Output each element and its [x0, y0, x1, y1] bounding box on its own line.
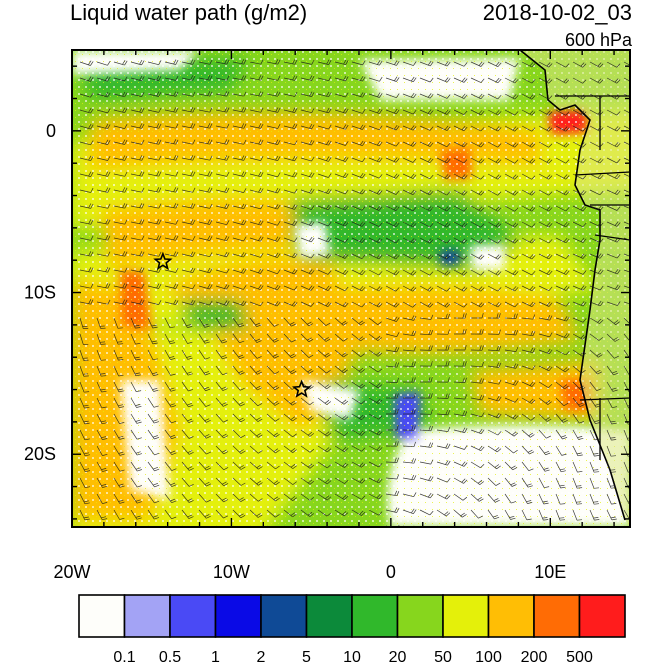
colorbar-swatch	[305, 594, 353, 638]
colorbar-swatch	[487, 594, 535, 638]
colorbar-swatch	[396, 594, 444, 638]
colorbar-label: 20	[389, 649, 407, 666]
colorbar-swatch	[351, 594, 399, 638]
timestamp-label: 2018-10-02_03	[482, 0, 632, 25]
colorbar-label: 0.1	[113, 649, 135, 666]
colorbar-label: 50	[434, 649, 452, 666]
x-tick-label: 20W	[53, 562, 90, 582]
star-marker	[153, 251, 173, 271]
pressure-level-label: 600 hPa	[564, 30, 632, 50]
colorbar-label: 1	[211, 649, 220, 666]
colorbar	[78, 594, 626, 638]
lwp-field	[72, 50, 630, 527]
wind-barbs	[79, 59, 630, 527]
plot-title: Liquid water path (g/m2)	[70, 0, 308, 25]
colorbar-swatch	[533, 594, 581, 638]
colorbar-labels: 0.1 0.5 1 2 5 10 20 50 100 200 500	[113, 649, 593, 666]
x-axis-labels: 20W 10W 0 10E	[53, 562, 566, 582]
colorbar-swatch	[169, 594, 217, 638]
x-tick-label: 10W	[213, 562, 250, 582]
colorbar-label: 100	[475, 649, 502, 666]
colorbar-label: 10	[343, 649, 361, 666]
colorbar-swatch	[260, 594, 308, 638]
colorbar-swatch	[442, 594, 490, 638]
y-axis-labels: 0 10S 20S	[24, 121, 56, 464]
colorbar-swatch	[123, 594, 171, 638]
colorbar-swatch	[78, 594, 126, 638]
y-tick-label: 10S	[24, 283, 56, 303]
colorbar-swatch	[578, 594, 626, 638]
colorbar-label: 5	[302, 649, 311, 666]
colorbar-label: 500	[566, 649, 593, 666]
barb-glyphs	[79, 59, 630, 527]
colorbar-swatch	[214, 594, 262, 638]
x-tick-label: 0	[386, 562, 396, 582]
map-frame	[71, 49, 631, 528]
y-tick-label: 0	[46, 121, 56, 141]
africa-coastline	[520, 50, 630, 527]
colorbar-label: 2	[257, 649, 266, 666]
colorbar-label: 200	[521, 649, 548, 666]
y-tick-label: 20S	[24, 444, 56, 464]
star-marker	[291, 379, 312, 398]
site-markers	[153, 251, 312, 398]
colorbar-label: 0.5	[159, 649, 181, 666]
x-tick-label: 10E	[534, 562, 566, 582]
